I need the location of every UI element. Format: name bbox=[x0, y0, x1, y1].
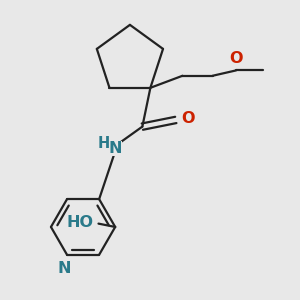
Text: O: O bbox=[229, 51, 243, 66]
Text: N: N bbox=[109, 140, 122, 155]
Text: HO: HO bbox=[66, 215, 93, 230]
Text: H: H bbox=[98, 136, 110, 151]
Text: O: O bbox=[181, 111, 195, 126]
Text: N: N bbox=[58, 262, 71, 277]
